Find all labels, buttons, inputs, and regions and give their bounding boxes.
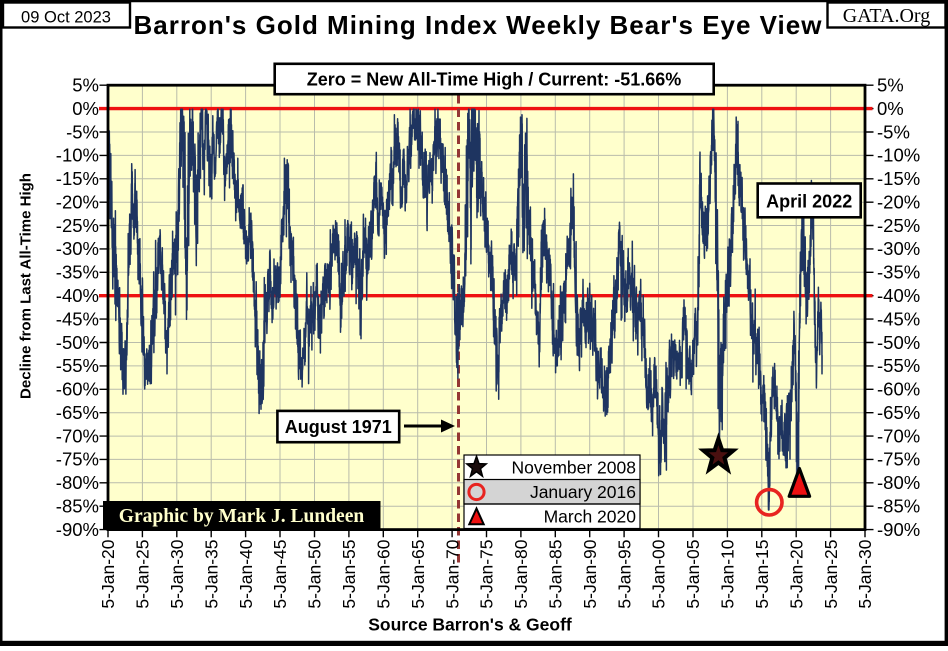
svg-text:5-Jan-80: 5-Jan-80 <box>511 539 531 608</box>
svg-text:5-Jan-40: 5-Jan-40 <box>236 539 256 608</box>
svg-text:-70%: -70% <box>56 425 99 446</box>
svg-text:-20%: -20% <box>56 192 99 213</box>
svg-text:-35%: -35% <box>56 262 99 283</box>
svg-text:5-Jan-35: 5-Jan-35 <box>201 540 221 609</box>
svg-text:-30%: -30% <box>877 238 920 259</box>
svg-text:-65%: -65% <box>877 402 920 423</box>
svg-text:5-Jan-85: 5-Jan-85 <box>546 540 566 609</box>
svg-text:-15%: -15% <box>877 168 920 189</box>
svg-text:-50%: -50% <box>877 332 920 353</box>
svg-text:-25%: -25% <box>56 215 99 236</box>
svg-text:Graphic by Mark J. Lundeen: Graphic by Mark J. Lundeen <box>119 506 365 527</box>
svg-text:August 1971: August 1971 <box>285 417 392 437</box>
svg-text:5-Jan-65: 5-Jan-65 <box>408 540 428 609</box>
svg-text:5%: 5% <box>877 75 904 96</box>
svg-text:-90%: -90% <box>877 519 920 540</box>
svg-text:March 2020: March 2020 <box>544 506 637 526</box>
svg-text:5-Jan-05: 5-Jan-05 <box>683 540 703 609</box>
svg-text:-60%: -60% <box>56 379 99 400</box>
svg-text:5-Jan-00: 5-Jan-00 <box>649 539 669 608</box>
svg-text:-70%: -70% <box>877 425 920 446</box>
svg-text:-85%: -85% <box>56 496 99 517</box>
svg-text:-40%: -40% <box>877 285 920 306</box>
svg-text:Barron's Gold Mining Index Wee: Barron's Gold Mining Index Weekly Bear's… <box>134 10 823 40</box>
svg-text:-10%: -10% <box>56 145 99 166</box>
svg-text:April 2022: April 2022 <box>766 192 852 212</box>
svg-text:5-Jan-10: 5-Jan-10 <box>718 539 738 608</box>
svg-text:5-Jan-60: 5-Jan-60 <box>374 539 394 608</box>
svg-text:5-Jan-95: 5-Jan-95 <box>614 540 634 609</box>
svg-text:-25%: -25% <box>877 215 920 236</box>
svg-text:-85%: -85% <box>877 496 920 517</box>
svg-text:Zero = New All-Time High / Cur: Zero = New All-Time High / Current: -51.… <box>307 70 682 90</box>
svg-text:Source Barron's & Geoff: Source Barron's & Geoff <box>368 615 572 635</box>
svg-text:-5%: -5% <box>877 121 910 142</box>
svg-text:-30%: -30% <box>56 238 99 259</box>
svg-text:0%: 0% <box>877 98 904 119</box>
svg-text:5-Jan-25: 5-Jan-25 <box>133 540 153 609</box>
svg-text:5-Jan-15: 5-Jan-15 <box>752 540 772 609</box>
svg-text:5-Jan-45: 5-Jan-45 <box>270 540 290 609</box>
svg-text:-75%: -75% <box>56 449 99 470</box>
svg-text:5-Jan-70: 5-Jan-70 <box>442 539 462 608</box>
svg-text:5-Jan-75: 5-Jan-75 <box>477 540 497 609</box>
svg-text:09 Oct 2023: 09 Oct 2023 <box>21 9 111 27</box>
svg-text:5-Jan-30: 5-Jan-30 <box>855 539 875 608</box>
svg-text:-80%: -80% <box>56 472 99 493</box>
svg-text:-75%: -75% <box>877 449 920 470</box>
svg-text:5-Jan-55: 5-Jan-55 <box>339 540 359 609</box>
svg-text:-50%: -50% <box>56 332 99 353</box>
svg-text:5%: 5% <box>72 75 99 96</box>
svg-text:-5%: -5% <box>66 121 99 142</box>
svg-text:-15%: -15% <box>56 168 99 189</box>
svg-text:-40%: -40% <box>56 285 99 306</box>
svg-text:5-Jan-25: 5-Jan-25 <box>821 540 841 609</box>
svg-text:Decline from Last All-Time Hig: Decline from Last All-Time High <box>18 173 35 399</box>
svg-text:-55%: -55% <box>56 355 99 376</box>
svg-text:-20%: -20% <box>877 192 920 213</box>
svg-text:0%: 0% <box>72 98 99 119</box>
svg-text:-35%: -35% <box>877 262 920 283</box>
svg-text:-60%: -60% <box>877 379 920 400</box>
svg-text:January 2016: January 2016 <box>530 482 636 502</box>
svg-text:5-Jan-90: 5-Jan-90 <box>580 539 600 608</box>
svg-text:-10%: -10% <box>877 145 920 166</box>
svg-text:GATA.Org: GATA.Org <box>843 5 930 27</box>
svg-text:-45%: -45% <box>877 308 920 329</box>
svg-text:-45%: -45% <box>56 308 99 329</box>
svg-text:November 2008: November 2008 <box>511 458 636 478</box>
svg-text:5-Jan-20: 5-Jan-20 <box>786 539 806 608</box>
svg-text:-90%: -90% <box>56 519 99 540</box>
svg-text:5-Jan-30: 5-Jan-30 <box>167 539 187 608</box>
svg-text:5-Jan-20: 5-Jan-20 <box>98 539 118 608</box>
svg-text:-55%: -55% <box>877 355 920 376</box>
svg-text:-65%: -65% <box>56 402 99 423</box>
svg-text:-80%: -80% <box>877 472 920 493</box>
svg-text:5-Jan-50: 5-Jan-50 <box>305 539 325 608</box>
